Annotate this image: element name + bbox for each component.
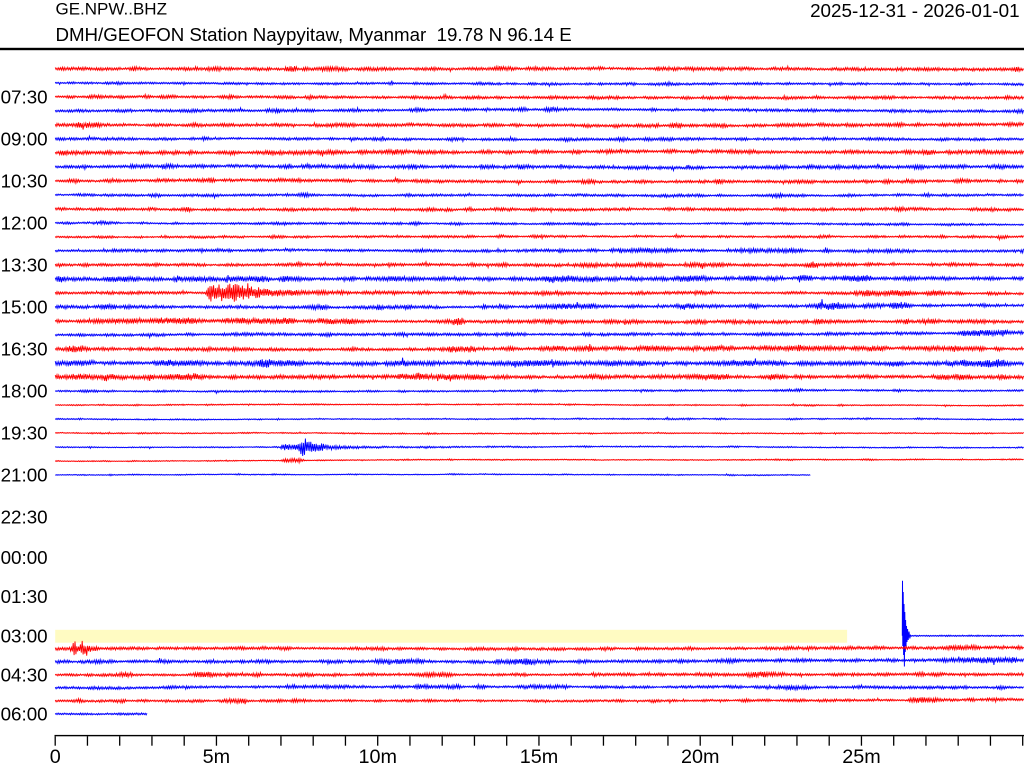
svg-text:07:30: 07:30 — [1, 87, 48, 108]
svg-text:04:30: 04:30 — [1, 664, 48, 685]
svg-text:13:30: 13:30 — [1, 255, 48, 276]
svg-text:16:30: 16:30 — [1, 339, 48, 360]
svg-text:10:30: 10:30 — [1, 171, 48, 192]
svg-text:22:30: 22:30 — [1, 507, 48, 528]
svg-text:5m: 5m — [203, 746, 230, 768]
svg-text:06:00: 06:00 — [1, 703, 48, 724]
svg-text:00:00: 00:00 — [1, 547, 48, 568]
svg-text:15:00: 15:00 — [1, 297, 48, 318]
svg-text:DMH/GEOFON Station Naypyitaw,: DMH/GEOFON Station Naypyitaw, Myanmar 19… — [56, 24, 572, 45]
svg-text:19:30: 19:30 — [1, 423, 48, 444]
svg-text:25m: 25m — [842, 746, 880, 768]
svg-text:10m: 10m — [358, 746, 396, 768]
svg-text:2025-12-31 - 2026-01-01: 2025-12-31 - 2026-01-01 — [810, 0, 1020, 21]
svg-text:09:00: 09:00 — [1, 129, 48, 150]
svg-text:18:00: 18:00 — [1, 381, 48, 402]
svg-text:20m: 20m — [681, 746, 719, 768]
svg-text:01:30: 01:30 — [1, 586, 48, 607]
svg-text:03:00: 03:00 — [1, 625, 48, 646]
svg-text:0: 0 — [50, 746, 61, 768]
svg-text:21:00: 21:00 — [1, 465, 48, 486]
svg-text:15m: 15m — [520, 746, 558, 768]
svg-text:GE.NPW..BHZ: GE.NPW..BHZ — [56, 0, 167, 19]
svg-text:12:00: 12:00 — [1, 213, 48, 234]
